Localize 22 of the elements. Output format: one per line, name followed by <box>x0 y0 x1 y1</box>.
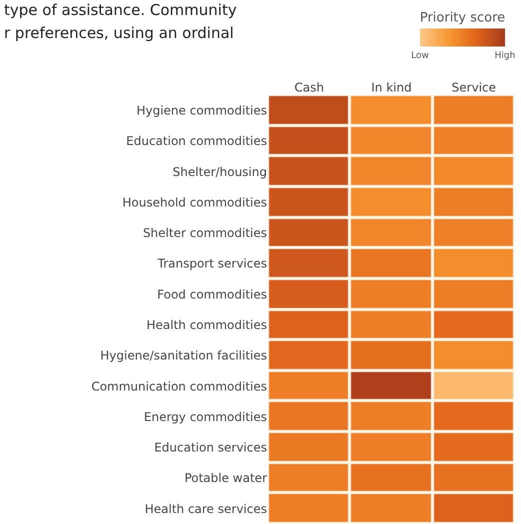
y-tick-label: Shelter commodities <box>142 226 267 240</box>
y-tick-label: Potable water <box>184 471 268 486</box>
y-tick-label: Communication commodities <box>91 379 267 394</box>
y-tick-label: Household commodities <box>122 195 267 210</box>
y-tick-label: Energy commodities <box>144 410 267 424</box>
y-tick-label: Hygiene/sanitation facilities <box>100 348 267 363</box>
y-tick-label: Education services <box>154 440 267 455</box>
text: type of assistance. Community <box>4 1 237 19</box>
x-tick-label: Cash <box>294 80 324 95</box>
y-tick-label: Education commodities <box>126 134 267 148</box>
x-tick-label: Service <box>452 80 496 95</box>
y-tick-label: Food commodities <box>157 287 267 302</box>
text: r preferences, using an ordinal <box>4 24 234 42</box>
x-tick-label: In kind <box>371 80 412 95</box>
color-bar-title: Priority score <box>420 10 506 26</box>
y-tick-label: Transport services <box>156 256 267 271</box>
y-tick-label: Shelter/housing <box>172 164 267 179</box>
y-tick-label: Health commodities <box>146 318 267 332</box>
color-bar-label: High <box>494 50 516 61</box>
y-tick-label: Health care services <box>144 502 267 516</box>
y-tick-label: Hygiene commodities <box>136 104 267 118</box>
color-bar-label: Low <box>411 50 429 61</box>
